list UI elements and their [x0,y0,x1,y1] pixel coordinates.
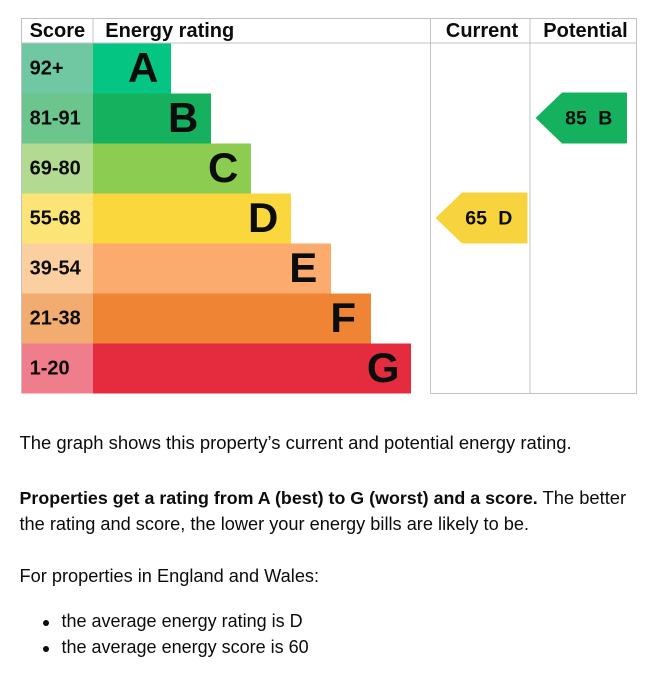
svg-text:D: D [248,194,278,241]
svg-text:69-80: 69-80 [30,157,81,179]
svg-text:1-20: 1-20 [30,357,70,379]
svg-text:B: B [168,94,198,141]
svg-text:A: A [128,44,158,91]
svg-text:G: G [367,344,400,391]
svg-text:39-54: 39-54 [30,257,82,279]
svg-text:C: C [208,144,238,191]
svg-text:Potential: Potential [543,20,627,42]
svg-text:21-38: 21-38 [30,307,81,329]
svg-text:92+: 92+ [30,57,64,79]
svg-text:Energy rating: Energy rating [105,20,234,42]
svg-text:65: 65 [465,208,487,230]
svg-text:81-91: 81-91 [30,107,81,129]
svg-text:85: 85 [565,108,587,130]
svg-text:D: D [498,208,512,230]
svg-text:Score: Score [30,20,86,42]
svg-text:B: B [598,108,612,130]
svg-text:F: F [330,294,356,341]
svg-text:55-68: 55-68 [30,207,81,229]
svg-text:E: E [289,244,317,291]
svg-text:Current: Current [446,20,519,42]
